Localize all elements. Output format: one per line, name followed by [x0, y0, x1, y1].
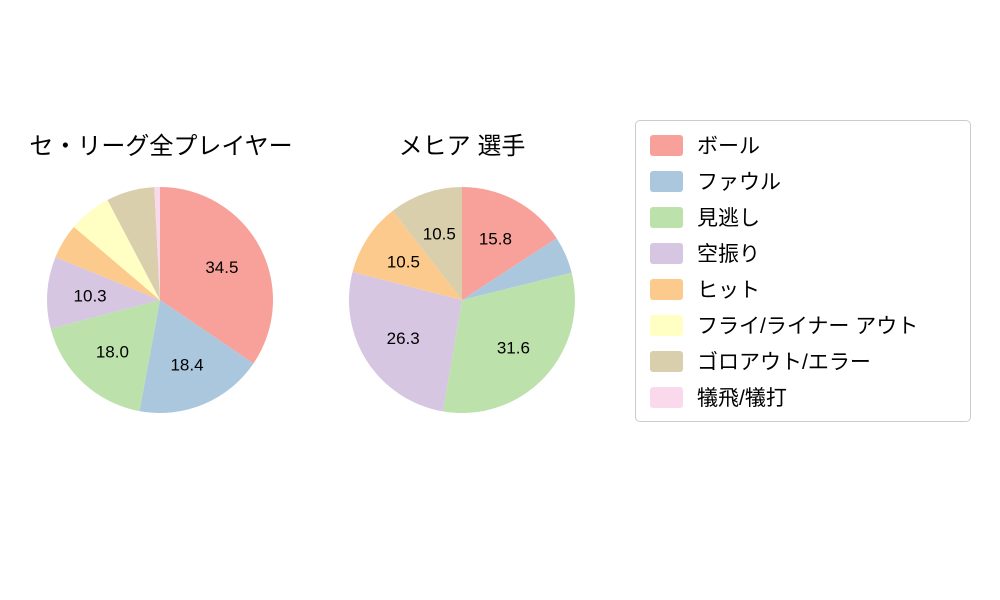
pie-slice	[352, 210, 462, 300]
legend-swatch	[650, 386, 683, 408]
pie-chart-player: 15.8 31.6 26.3 10.510.5	[348, 187, 575, 414]
pie-slice	[154, 186, 160, 300]
pie-slice	[392, 187, 462, 300]
pie-slice	[348, 271, 462, 412]
legend-item: 空振り	[650, 241, 956, 266]
pie-slice-label: 18.0	[96, 342, 129, 361]
pie-slice	[442, 272, 575, 414]
pie-slice-label: 34.5	[205, 258, 238, 277]
pie-slice	[107, 187, 160, 300]
pie-slice	[462, 238, 572, 300]
pie-slice	[47, 257, 160, 329]
legend-item: ファウル	[650, 169, 956, 194]
legend-swatch	[650, 314, 683, 336]
pie-slice	[50, 300, 161, 412]
pie-slice-label: 26.3	[387, 329, 420, 348]
pie-slice-label: 10.5	[387, 253, 420, 272]
pie-slice	[55, 226, 160, 300]
legend-item: ゴロアウト/エラー	[650, 349, 956, 374]
pie-slice-label: 10.3	[74, 286, 107, 305]
legend-label: 空振り	[697, 243, 760, 266]
legend-item: フライ/ライナー アウト	[650, 313, 956, 338]
legend: ボールファウル見逃し空振りヒットフライ/ライナー アウト ゴロアウト/エラー 犠飛/…	[635, 120, 971, 422]
legend-swatch	[650, 278, 683, 300]
legend-item: 見逃し	[650, 205, 956, 230]
chart-title-player: メヒア 選手	[398, 133, 526, 160]
pie-slice-label: 31.6	[497, 339, 530, 358]
pie-slice	[73, 199, 160, 300]
legend-label: ヒット	[697, 279, 760, 302]
legend-label: ボール	[697, 135, 760, 158]
legend-label: フライ/ライナー アウト	[697, 315, 919, 338]
pie-slice	[160, 187, 274, 364]
legend-swatch	[650, 242, 683, 264]
legend-label: ファウル	[697, 171, 781, 194]
legend-swatch	[650, 206, 683, 228]
chart-title-league: セ・リーグ全プレイヤー	[29, 133, 293, 160]
pie-slice	[139, 300, 254, 414]
pie-slice-label: 10.5	[423, 225, 456, 244]
legend-swatch	[650, 170, 683, 192]
legend-label: 犠飛/犠打	[697, 387, 787, 410]
pie-slice-label: 18.4	[170, 356, 203, 375]
legend-swatch	[650, 134, 683, 156]
legend-item: ボール	[650, 133, 956, 158]
pie-slice-label: 15.8	[479, 229, 512, 248]
legend-label: ゴロアウト/エラー	[697, 351, 871, 374]
legend-item: ヒット	[650, 277, 956, 302]
legend-label: 見逃し	[697, 207, 760, 230]
pie-chart-league: 34.5 18.4 18.0 10.3	[47, 186, 274, 414]
legend-swatch	[650, 350, 683, 372]
legend-item: 犠飛/犠打	[650, 385, 956, 410]
pie-slice	[462, 187, 557, 300]
